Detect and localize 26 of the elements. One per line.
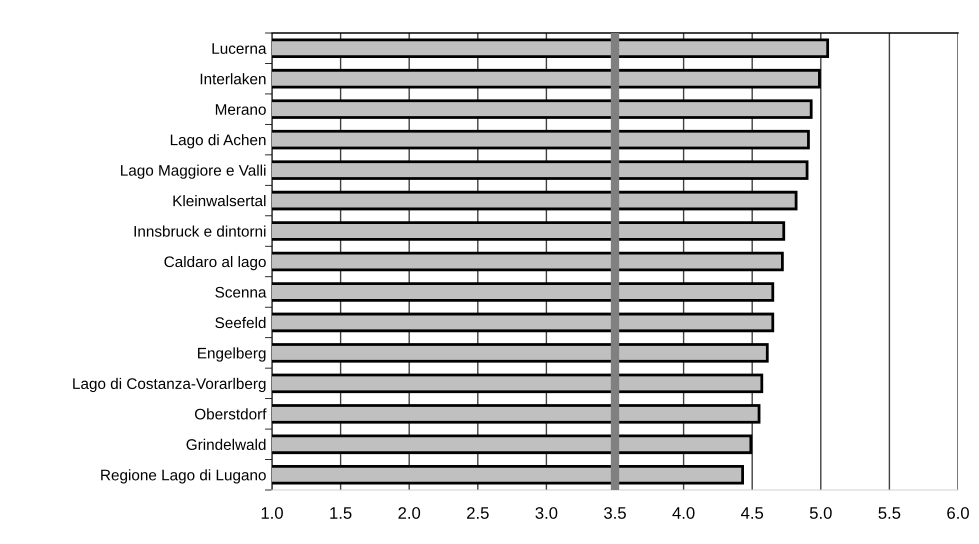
y-tick-label: Merano [216,104,266,115]
y-tick-label: Grindelwald [186,438,266,450]
x-tick-label: 2.5 [467,507,489,519]
y-tick-label: Lago Maggiore e Valli [121,164,266,179]
x-tick-label: 4.5 [741,507,764,519]
x-tick-label: 3.5 [604,507,626,519]
y-tick-label: Caldaro al lago [164,256,266,270]
y-tick-label: Oberstdorf [195,408,266,420]
x-tick-label: 6.0 [947,507,969,519]
y-tick-label: Kleinwalsertal [173,195,266,206]
y-tick-label: Interlaken [200,73,266,84]
y-tick-label: Regione Lago di Lugano [101,469,266,484]
y-tick-label: Seefeld [215,316,266,328]
y-tick-label: Scenna [215,286,266,298]
x-tick-label: 5.5 [878,507,900,519]
x-tick-label: 4.0 [672,507,695,519]
y-tick-label: Innsbruck e dintorni [134,226,266,237]
x-tick-label: 2.0 [398,507,420,519]
y-tick-label: Lago di Achen [170,134,266,148]
y-tick-label: Engelberg [198,347,266,362]
x-tick-label: 3.0 [535,507,558,519]
x-tick-label: 1.5 [330,507,352,519]
y-tick-label: Lago di Costanza-Vorarlberg [73,378,266,392]
x-tick-label: 5.0 [810,507,832,519]
y-tick-label: Lucerna [212,43,266,54]
x-tick-label: 1.0 [262,507,283,519]
